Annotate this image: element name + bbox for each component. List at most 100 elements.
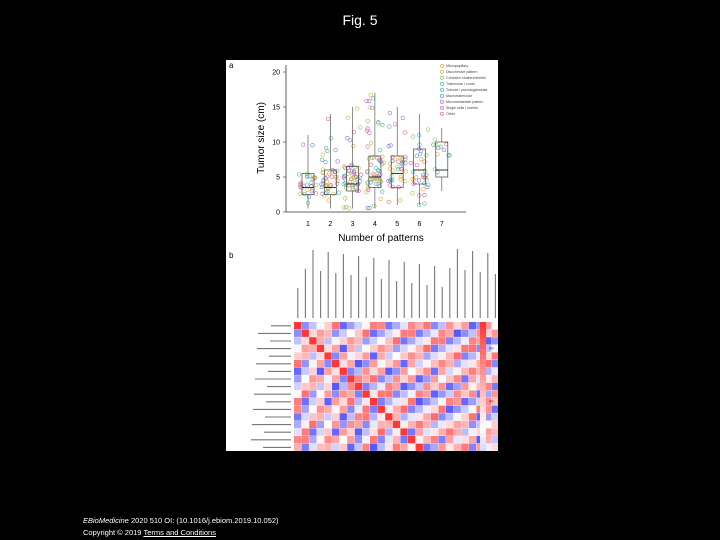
heatmap-cell bbox=[392, 360, 401, 368]
colorbar-segment bbox=[480, 438, 486, 445]
heatmap-cell bbox=[415, 420, 423, 429]
heatmap-cell bbox=[385, 420, 393, 429]
data-point bbox=[367, 99, 372, 104]
heatmap-cell bbox=[294, 352, 302, 360]
heatmap-cell bbox=[309, 337, 317, 345]
data-point bbox=[365, 144, 370, 149]
data-point bbox=[389, 174, 394, 179]
heatmap-cell bbox=[316, 428, 325, 436]
heatmap-cell bbox=[294, 436, 302, 444]
data-point bbox=[358, 125, 363, 130]
heatmap-cell bbox=[316, 329, 325, 337]
heatmap-cell bbox=[385, 329, 393, 337]
heatmap-cell bbox=[408, 398, 416, 406]
heatmap-cell bbox=[484, 413, 492, 421]
heatmap-cell bbox=[392, 405, 401, 413]
heatmap-cell bbox=[377, 375, 385, 383]
legend-marker bbox=[440, 87, 444, 92]
data-point bbox=[422, 181, 427, 186]
heatmap-cell bbox=[408, 367, 416, 375]
heatmap-cell bbox=[423, 352, 431, 360]
heatmap-cell bbox=[446, 360, 454, 368]
heatmap-cell bbox=[294, 322, 302, 330]
heatmap-cell bbox=[377, 360, 385, 368]
heatmap-cell bbox=[392, 352, 401, 360]
heatmap-cell bbox=[309, 420, 317, 429]
data-point bbox=[400, 160, 405, 165]
heatmap-cell bbox=[385, 375, 393, 383]
heatmap-column-labels bbox=[297, 249, 496, 318]
y-tick-label: 15 bbox=[272, 105, 280, 112]
data-point bbox=[310, 143, 315, 148]
data-point bbox=[314, 183, 319, 188]
data-point bbox=[313, 191, 319, 196]
heatmap-cell bbox=[301, 390, 309, 398]
heatmap-cell bbox=[491, 436, 498, 444]
heatmap-cell bbox=[430, 367, 439, 375]
heatmap-cell bbox=[491, 420, 498, 429]
data-point bbox=[324, 145, 329, 151]
heatmap-cell bbox=[294, 344, 302, 353]
heatmap-cell bbox=[332, 428, 340, 436]
terms-link[interactable]: Terms and Conditions bbox=[143, 528, 216, 537]
heatmap-cell bbox=[446, 337, 454, 345]
heatmap-cell bbox=[301, 360, 309, 368]
heatmap-cell bbox=[316, 413, 325, 421]
colorbar-segment bbox=[480, 449, 486, 451]
data-point bbox=[422, 201, 427, 206]
heatmap-cell bbox=[400, 405, 408, 413]
data-point bbox=[349, 176, 354, 181]
data-point bbox=[319, 182, 324, 187]
data-point bbox=[400, 115, 405, 120]
heatmap-cell bbox=[362, 382, 370, 391]
data-point bbox=[424, 153, 429, 158]
heatmap-cell bbox=[400, 420, 408, 429]
data-point bbox=[367, 105, 372, 110]
colorbar-segment bbox=[480, 332, 486, 339]
heatmap-cell bbox=[309, 413, 317, 421]
heatmap-cell bbox=[316, 443, 325, 451]
heatmap-cell bbox=[339, 413, 347, 421]
heatmap-cell bbox=[430, 428, 439, 436]
data-point bbox=[335, 178, 340, 184]
heatmap-cell bbox=[354, 390, 363, 398]
data-point bbox=[345, 115, 350, 120]
heatmap-cell bbox=[484, 367, 492, 375]
data-point bbox=[390, 184, 395, 190]
heatmap-cell bbox=[301, 420, 309, 429]
data-point bbox=[321, 178, 326, 183]
data-point bbox=[325, 148, 330, 154]
heatmap-cell bbox=[392, 428, 401, 436]
heatmap-cell bbox=[408, 382, 416, 391]
heatmap-cell bbox=[377, 405, 385, 413]
heatmap-cell bbox=[461, 428, 469, 436]
data-point bbox=[410, 191, 415, 196]
colorbar-segment bbox=[480, 422, 486, 429]
heatmap-cell bbox=[446, 322, 454, 330]
heatmap-cell bbox=[347, 360, 355, 368]
colorbar-segment bbox=[480, 412, 486, 418]
data-point bbox=[392, 122, 398, 127]
heatmap-cell bbox=[332, 390, 340, 398]
data-point bbox=[347, 138, 353, 143]
data-point bbox=[417, 202, 422, 207]
heatmap-cell bbox=[423, 420, 431, 429]
heatmap-cell bbox=[468, 322, 477, 330]
heatmap-cell bbox=[294, 405, 302, 413]
legend-entry: Cohesive clusters/sheets bbox=[446, 76, 486, 80]
heatmap-cell bbox=[377, 329, 385, 337]
heatmap-cell bbox=[438, 398, 446, 406]
heatmap-cell bbox=[354, 337, 363, 345]
data-point bbox=[378, 178, 383, 183]
heatmap-cell bbox=[484, 390, 492, 398]
data-point bbox=[434, 142, 439, 148]
data-point bbox=[371, 155, 376, 160]
data-point bbox=[355, 106, 360, 111]
heatmap-cell bbox=[423, 375, 431, 383]
data-point bbox=[410, 176, 415, 182]
heatmap-cell bbox=[324, 390, 332, 398]
heatmap-cell bbox=[438, 367, 446, 375]
heatmap-cell bbox=[453, 375, 461, 383]
data-point bbox=[345, 165, 351, 170]
heatmap-cell bbox=[438, 436, 446, 444]
